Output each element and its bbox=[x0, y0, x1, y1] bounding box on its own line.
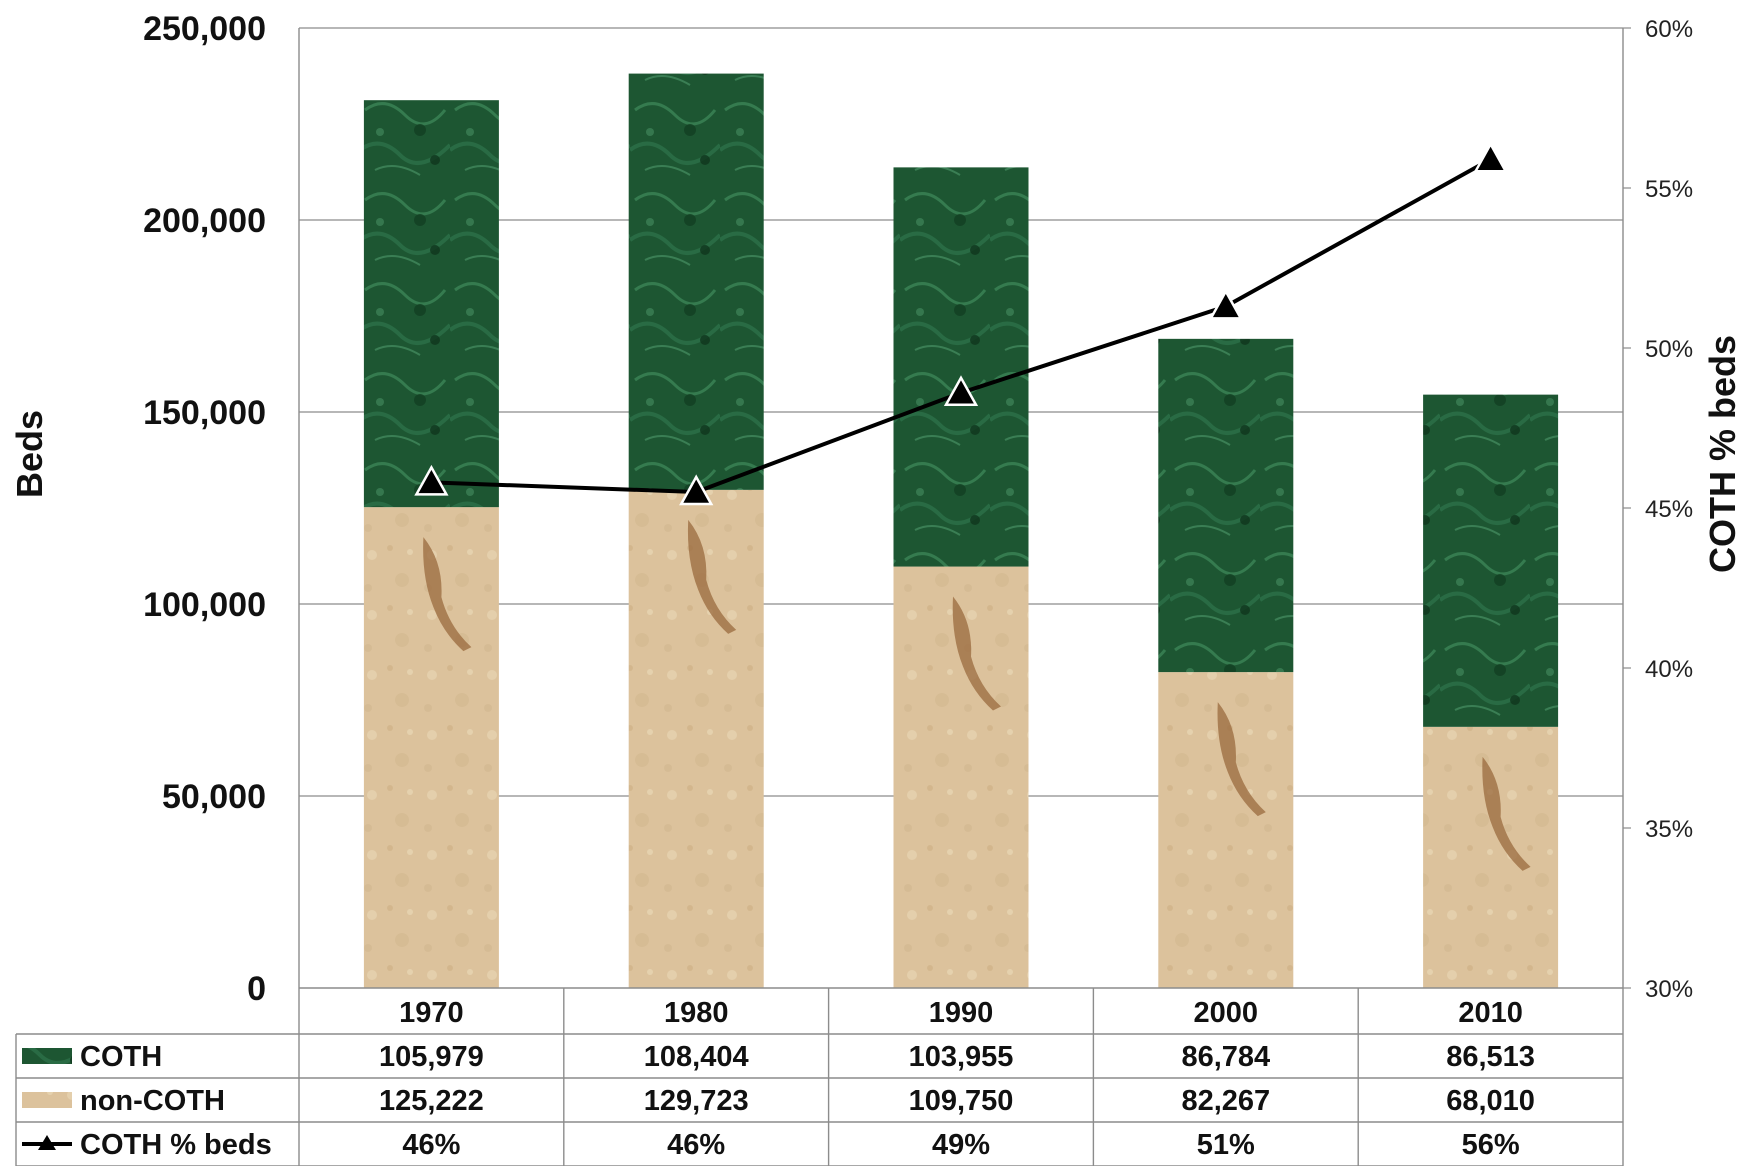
data-table: 1970 1980 1990 2000 2010 COTH 105,979 108,404 10… bbox=[15, 987, 1624, 1166]
y-tick-label-right: 55% bbox=[1645, 176, 1693, 203]
fossil-fish-icon bbox=[952, 596, 1001, 711]
x-category-label: 2000 bbox=[1194, 997, 1259, 1029]
y-tick-label-right: 45% bbox=[1645, 496, 1693, 523]
table-cell: 82,267 bbox=[1181, 1085, 1270, 1117]
y-tick-label-left: 150,000 bbox=[143, 394, 266, 432]
table-row-label: COTH bbox=[80, 1041, 162, 1073]
legend-key-triangle-icon bbox=[38, 1135, 56, 1150]
y-axis-title-left: Beds bbox=[9, 410, 50, 498]
bar-non-coth-2010 bbox=[1423, 726, 1559, 988]
y-tick-label-right: 60% bbox=[1645, 16, 1693, 43]
table-cell: 103,955 bbox=[909, 1041, 1014, 1073]
bar-coth-1990 bbox=[893, 167, 1029, 567]
table-cell: 51% bbox=[1197, 1129, 1255, 1161]
y-tick-label-right: 30% bbox=[1645, 976, 1693, 1003]
table-cell: 108,404 bbox=[644, 1041, 749, 1073]
table-cell: 46% bbox=[667, 1129, 725, 1161]
x-category-label: 1990 bbox=[929, 997, 994, 1029]
table-cell: 86,784 bbox=[1181, 1041, 1270, 1073]
x-category-label: 1980 bbox=[664, 997, 729, 1029]
line-point-1980 bbox=[679, 474, 714, 506]
fossil-fish-icon bbox=[687, 519, 737, 634]
table-row-label: COTH % beds bbox=[80, 1129, 272, 1161]
table-cell: 46% bbox=[402, 1129, 460, 1161]
y-tick-label-left: 0 bbox=[247, 970, 266, 1008]
table-cell: 56% bbox=[1462, 1129, 1520, 1161]
fossil-fish-icon bbox=[1217, 702, 1266, 817]
legend-key-coth bbox=[22, 1048, 72, 1064]
table-cell: 68,010 bbox=[1446, 1085, 1535, 1117]
legend-key-non-coth bbox=[22, 1092, 72, 1108]
table-cell: 105,979 bbox=[379, 1041, 484, 1073]
bars bbox=[363, 73, 1559, 988]
line-point-2010 bbox=[1473, 141, 1508, 173]
bar-coth-2000 bbox=[1158, 338, 1294, 673]
bar-coth-1980 bbox=[628, 73, 764, 490]
y-axis-title-right: COTH % beds bbox=[1702, 335, 1743, 573]
table-cell: 129,723 bbox=[644, 1085, 749, 1117]
bar-coth-2010 bbox=[1423, 394, 1559, 727]
table-row-label: non-COTH bbox=[80, 1085, 225, 1117]
line-point-1990 bbox=[943, 375, 979, 407]
fossil-fish-icon bbox=[423, 537, 472, 652]
line-point-2000 bbox=[1208, 288, 1243, 320]
bar-coth-1970 bbox=[363, 100, 499, 508]
y-tick-label-right: 50% bbox=[1645, 336, 1693, 363]
y-tick-label-left: 50,000 bbox=[162, 778, 266, 816]
y-tick-label-right: 40% bbox=[1645, 656, 1693, 683]
fossil-fish-icon bbox=[1482, 756, 1531, 871]
coth-percent-line-series bbox=[414, 141, 1508, 506]
y-tick-label-left: 200,000 bbox=[143, 202, 266, 240]
table-cell: 86,513 bbox=[1446, 1041, 1535, 1073]
table-cell: 109,750 bbox=[909, 1085, 1014, 1117]
y-tick-label-left: 250,000 bbox=[143, 10, 266, 48]
y-tick-label-left: 100,000 bbox=[143, 586, 266, 624]
table-cell: 49% bbox=[932, 1129, 990, 1161]
y-tick-label-right: 35% bbox=[1645, 816, 1693, 843]
line-point-1970 bbox=[414, 464, 449, 496]
x-category-label: 1970 bbox=[399, 997, 464, 1029]
table-cell: 125,222 bbox=[379, 1085, 484, 1117]
x-category-label: 2010 bbox=[1458, 997, 1523, 1029]
axes: 0 50,000 100,000 150,000 200,000 250,000 30% 35… bbox=[143, 10, 1693, 1008]
